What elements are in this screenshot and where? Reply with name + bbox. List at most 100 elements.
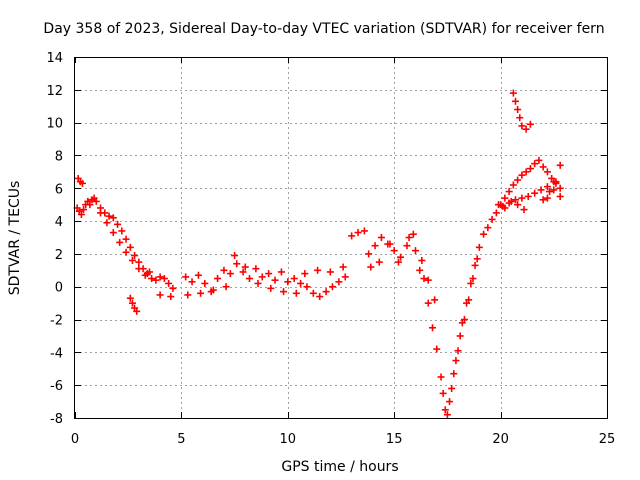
data-point [365,250,373,258]
y-tick-label: 6 [55,182,63,197]
data-point [539,163,547,171]
data-point [165,279,173,287]
data-point [201,279,209,287]
data-point [265,270,273,278]
data-point [209,286,217,294]
y-tick-label: -6 [50,379,63,394]
data-point [156,273,164,281]
y-tick-label: 14 [46,51,63,66]
data-point [114,220,122,228]
data-point [239,268,247,276]
y-tick-label: 12 [46,84,63,99]
data-point [405,234,413,241]
data-point [518,122,526,130]
data-point [277,268,285,276]
data-point [420,275,428,283]
data-point [148,275,156,283]
data-point [484,224,492,232]
y-tick-label: -4 [50,346,63,361]
data-point [77,211,85,219]
data-point [328,283,336,291]
data-point [131,252,139,260]
data-point [411,247,419,255]
x-axis-label: GPS time / hours [281,459,398,475]
data-point [514,201,522,209]
data-point [522,125,530,133]
data-point [467,279,475,287]
data-point [375,258,383,266]
data-point [520,206,528,214]
data-point [290,275,298,283]
data-point [509,89,517,97]
data-point [377,234,385,241]
data-point [118,227,126,235]
data-point [441,406,449,414]
x-tick-label: 25 [599,432,616,447]
data-point [403,242,411,250]
data-point [452,357,460,365]
data-point [226,270,234,278]
data-point [303,283,311,291]
data-point [128,256,136,264]
data-point [360,227,368,235]
data-point [145,268,153,276]
data-point [505,188,513,196]
data-point [254,279,262,287]
data-point [182,273,190,281]
data-point [443,411,451,419]
data-point [326,268,334,276]
data-point [341,273,349,281]
data-point [522,168,530,176]
data-point [348,232,356,240]
data-point [339,263,347,271]
data-point [169,284,177,292]
data-point [335,278,343,286]
data-point [416,266,424,274]
data-point [526,120,534,128]
y-tick-label: 4 [55,215,63,230]
data-point [424,299,432,307]
data-point [439,389,447,397]
data-point [86,201,94,209]
data-point [556,161,564,169]
data-point [397,253,405,261]
y-axis-label: SDTVAR / TECUs [7,181,23,296]
axis-ticks: 0 5 10 15 20 25 -8 -6 -4 -2 0 2 4 6 8 10 12 14 [46,51,615,447]
data-point [367,263,375,271]
data-point [469,275,477,283]
data-point [133,307,141,315]
y-tick-label: 2 [55,248,63,263]
data-point [390,247,398,255]
data-point [152,276,160,284]
data-point [531,189,539,197]
data-point [280,288,288,296]
data-point [135,265,143,273]
data-point [429,324,437,332]
data-point [354,229,362,237]
data-point [448,384,456,392]
data-point [156,291,164,299]
data-point [135,258,143,266]
data-point [258,273,266,281]
data-point [552,178,560,186]
data-point [241,263,249,271]
data-point [314,266,322,274]
data-point [194,271,202,279]
data-point [284,278,292,286]
data-point [220,266,228,274]
data-point [556,192,564,200]
data-point [197,289,205,297]
data-point [141,271,149,279]
x-tick-label: 10 [280,432,297,447]
data-point [501,204,509,212]
data-point [126,294,134,302]
data-point [511,97,519,105]
data-point [297,279,305,287]
data-point [450,370,458,378]
data-point [214,275,222,283]
data-point [80,206,88,214]
data-point [507,197,515,205]
data-point [433,345,441,353]
x-tick-label: 5 [177,432,185,447]
